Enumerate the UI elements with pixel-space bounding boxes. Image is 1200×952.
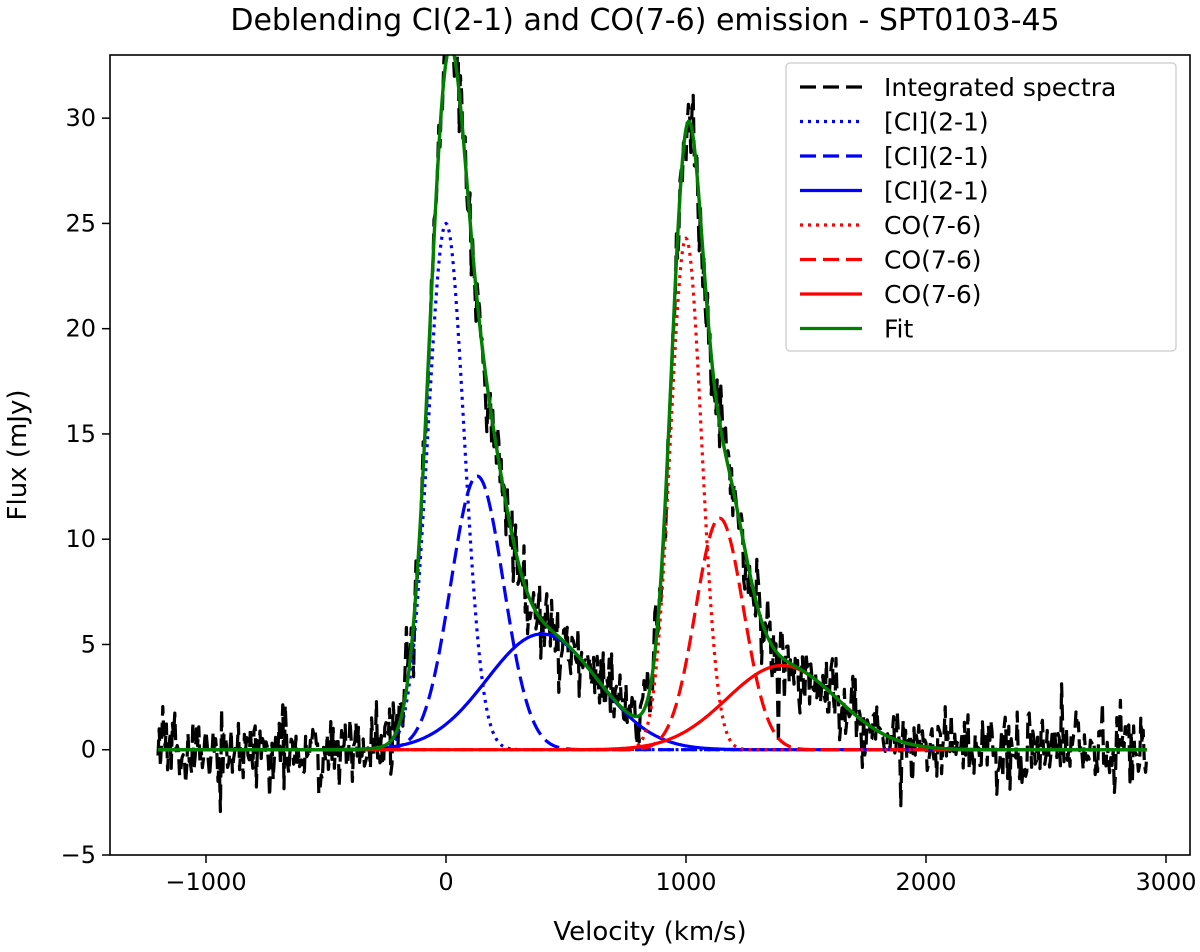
y-axis: −5 0 5 10 15 20 25 30 xyxy=(61,104,110,869)
x-tick-label: 0 xyxy=(438,868,453,896)
y-axis-label: Flux (mJy) xyxy=(3,390,33,521)
legend-label: Integrated spectra xyxy=(884,73,1116,102)
legend: Integrated spectra [CI](2-1) [CI](2-1) [CI]… xyxy=(785,62,1177,352)
legend-label: Fit xyxy=(884,315,914,344)
x-tick-label: 3000 xyxy=(1135,868,1196,896)
y-tick-label: 10 xyxy=(65,525,96,553)
chart-title: Deblending CI(2-1) and CO(7-6) emission … xyxy=(230,3,1059,38)
y-tick-label: 20 xyxy=(65,315,96,343)
legend-label: [CI](2-1) xyxy=(884,142,989,171)
y-tick-label: 5 xyxy=(81,630,96,658)
legend-label: CO(7-6) xyxy=(884,246,981,275)
x-axis-label: Velocity (km/s) xyxy=(553,917,746,947)
x-tick-label: −1000 xyxy=(165,868,246,896)
legend-label: CO(7-6) xyxy=(884,211,981,240)
component-line-5 xyxy=(157,516,1148,752)
y-tick-label: −5 xyxy=(61,841,96,869)
x-axis: −1000 0 1000 2000 3000 xyxy=(165,855,1197,896)
plot-frame xyxy=(109,54,1191,856)
legend-box xyxy=(785,62,1177,352)
legend-label: [CI](2-1) xyxy=(884,177,989,206)
legend-label: [CI](2-1) xyxy=(884,108,989,137)
y-tick-label: 25 xyxy=(65,209,96,237)
y-tick-label: 30 xyxy=(65,104,96,132)
x-tick-label: 1000 xyxy=(655,868,716,896)
y-tick-label: 15 xyxy=(65,420,96,448)
x-tick-label: 2000 xyxy=(895,868,956,896)
y-tick-label: 0 xyxy=(81,736,96,764)
fit-line xyxy=(157,55,1148,752)
plot-area xyxy=(109,54,1191,856)
integrated-spectrum-line xyxy=(156,55,1149,814)
legend-label: CO(7-6) xyxy=(884,280,981,309)
